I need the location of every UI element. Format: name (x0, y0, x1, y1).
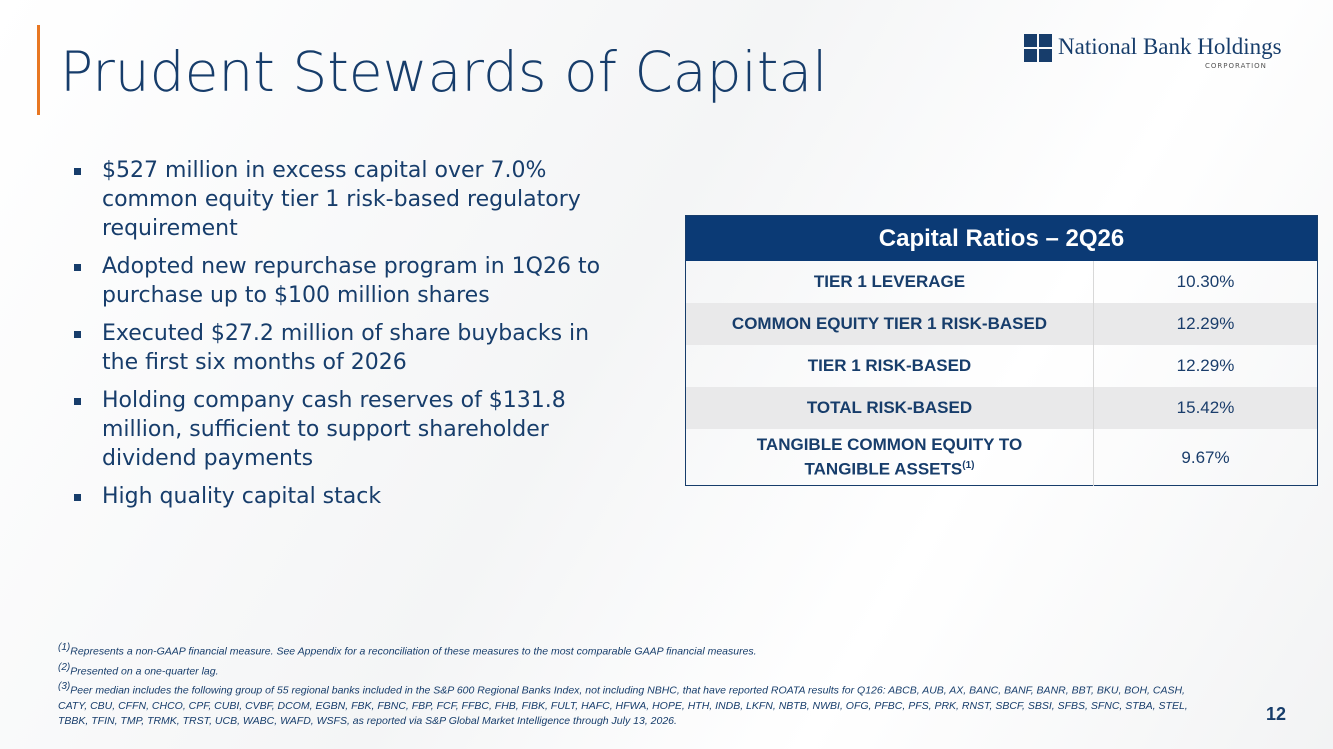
footnote: (1)Represents a non-GAAP financial measu… (58, 640, 1193, 660)
bullet: Adopted new repurchase program in 1Q26 t… (72, 252, 612, 310)
footnote-marker: (3) (58, 681, 71, 692)
row-label: TOTAL RISK-BASED (685, 387, 1094, 429)
bullet: High quality capital stack (72, 482, 612, 511)
footnote-text: Presented on a one-quarter lag. (70, 665, 219, 677)
footnote-text: Peer median includes the following group… (58, 684, 1188, 727)
bullet-list: $527 million in excess capital over 7.0%… (72, 156, 612, 520)
footnote: (2)Presented on a one-quarter lag. (58, 660, 1193, 680)
row-label: TIER 1 RISK-BASED (807, 356, 972, 375)
table-title: Capital Ratios – 2Q26 (685, 215, 1318, 261)
bullet: Executed $27.2 million of share buybacks… (72, 319, 612, 377)
footnote-ref: (1) (962, 460, 975, 472)
row-label-cell: TANGIBLE COMMON EQUITY TO TANGIBLE ASSET… (686, 429, 1094, 486)
row-value: 12.29% (1093, 345, 1318, 387)
row-label: TANGIBLE COMMON EQUITY TO TANGIBLE ASSET… (725, 434, 1055, 480)
logo-name: National Bank Holdings (1058, 34, 1282, 59)
row-label: TIER 1 LEVERAGE (813, 272, 966, 291)
logo-sub: CORPORATION (1205, 62, 1267, 70)
bullet: $527 million in excess capital over 7.0%… (72, 156, 612, 243)
row-label-text: TANGIBLE COMMON EQUITY TO TANGIBLE ASSET… (756, 435, 1023, 479)
footnote-marker: (1) (58, 642, 71, 653)
footnote-text: Represents a non-GAAP financial measure.… (70, 645, 757, 658)
page-number: 12 (1266, 704, 1287, 724)
footnotes: (1)Represents a non-GAAP financial measu… (58, 640, 1193, 729)
footnote: (3)Peer median includes the following gr… (58, 679, 1193, 729)
logo-icon (1024, 34, 1052, 62)
row-value: 9.67% (1093, 429, 1318, 486)
bullet: Holding company cash reserves of $131.8 … (72, 386, 612, 473)
title: Prudent Stewards of Capital (60, 40, 828, 104)
accent-bar (37, 25, 40, 115)
capital-table: Capital Ratios – 2Q26 TIER 1 LEVERAGE 10.… (685, 215, 1318, 486)
footnote-marker: (2) (58, 661, 71, 673)
row-value: 10.30% (1093, 261, 1318, 303)
row-label: COMMON EQUITY TIER 1 RISK-BASED (685, 303, 1094, 345)
row-value: 15.42% (1093, 387, 1318, 429)
row-value: 12.29% (1093, 303, 1318, 345)
